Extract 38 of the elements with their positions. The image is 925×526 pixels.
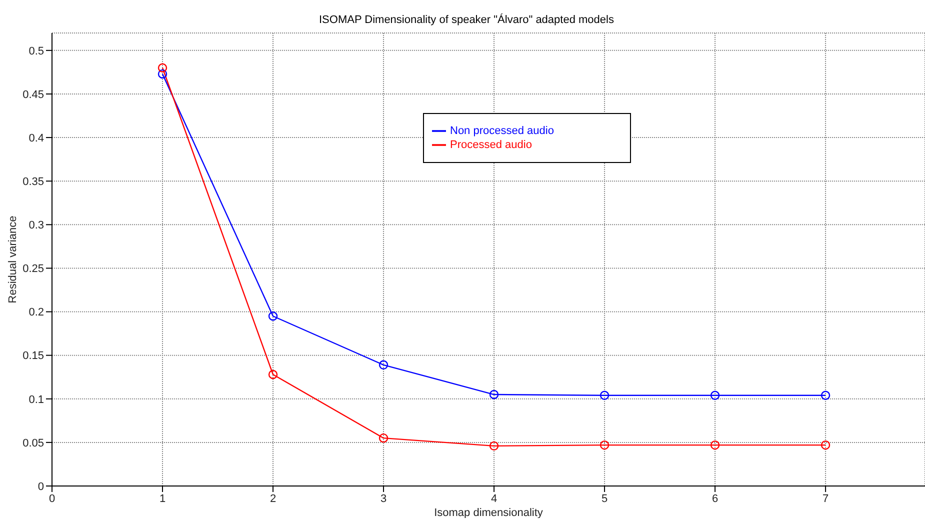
point xyxy=(378,433,388,443)
legend-label: Processed audio xyxy=(450,138,532,151)
point xyxy=(268,370,278,380)
y-tick-label: 0.25 xyxy=(22,263,44,276)
y-tick-label: 0.35 xyxy=(22,176,44,188)
x-tick-label: 5 xyxy=(601,492,608,505)
y-tick-label: 0.3 xyxy=(28,220,44,232)
x-tick-label: 0 xyxy=(48,492,56,505)
y-tick-label: 0.4 xyxy=(28,132,44,144)
point xyxy=(489,390,499,400)
x-axis-title: Isomap dimensionality xyxy=(434,507,544,519)
y-tick-label: 0.2 xyxy=(28,306,44,319)
point xyxy=(489,441,499,451)
x-tick-label: 3 xyxy=(380,492,387,505)
point xyxy=(710,440,720,450)
point xyxy=(268,312,278,321)
chart-title: ISOMAP Dimensionality of speaker "Álvaro" adapted models xyxy=(318,14,615,26)
y-tick-label: 0.1 xyxy=(28,394,44,406)
x-tick-label: 4 xyxy=(490,492,498,505)
point xyxy=(378,360,388,370)
point xyxy=(820,440,830,450)
point xyxy=(820,390,830,400)
y-tick-label: 0.45 xyxy=(22,88,44,101)
y-tick-label: 0 xyxy=(38,480,44,493)
x-tick-label: 2 xyxy=(270,492,276,505)
y-axis-title: Residual variance xyxy=(6,216,19,304)
y-tick-label: 0.05 xyxy=(22,437,44,450)
y-tick-label: 0.15 xyxy=(22,350,44,362)
point xyxy=(600,390,610,400)
legend-label: Non processed audio xyxy=(450,124,554,137)
point xyxy=(600,440,610,450)
point xyxy=(710,390,720,400)
point xyxy=(158,63,168,72)
x-tick-label: 6 xyxy=(712,492,718,505)
x-tick-label: 7 xyxy=(822,492,829,505)
x-tick-label: 1 xyxy=(159,492,166,505)
y-tick-label: 0.5 xyxy=(28,45,44,58)
point xyxy=(158,69,168,79)
